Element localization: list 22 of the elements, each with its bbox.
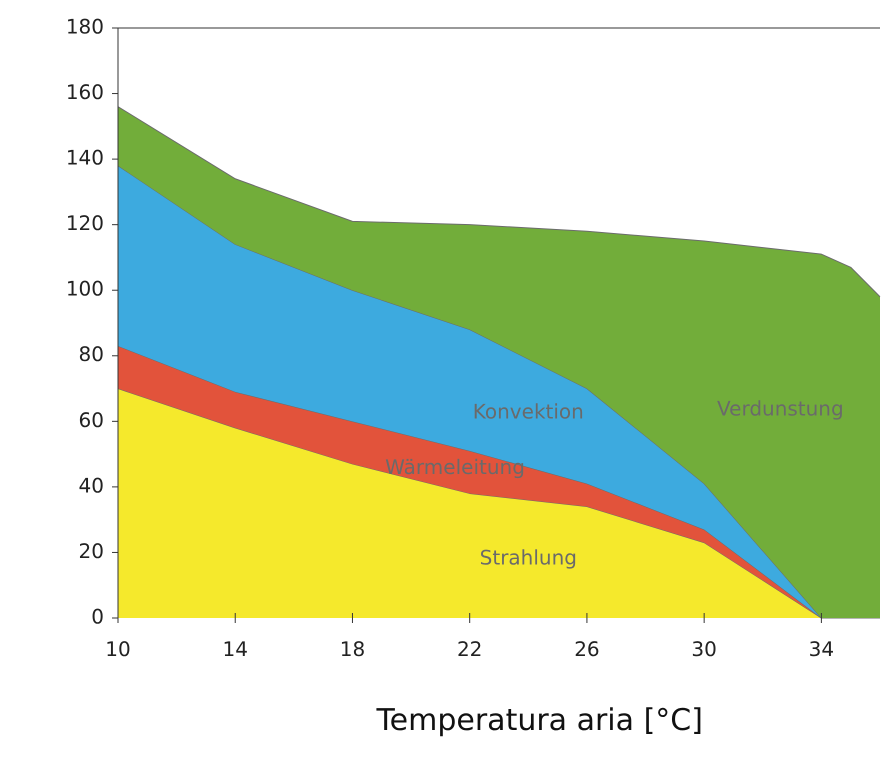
x-tick-label: 34 (808, 637, 834, 661)
y-tick-label: 120 (66, 211, 104, 236)
y-tick-label: 140 (66, 146, 104, 170)
y-tick-label: 40 (78, 473, 104, 498)
series-label: Wärmeleitung (385, 454, 525, 479)
series-label: Strahlung (480, 545, 577, 570)
x-tick-label: 14 (222, 637, 248, 661)
x-axis-title: Temperatura aria [°C] (375, 703, 703, 738)
series-label: Verdunstung (717, 396, 844, 421)
x-tick-label: 22 (456, 637, 482, 661)
y-tick-label: 60 (78, 408, 104, 432)
x-tick-label: 10 (105, 637, 131, 661)
y-tick-label: 0 (91, 604, 104, 628)
y-tick-label: 160 (66, 80, 104, 104)
x-tick-label: 30 (691, 637, 717, 661)
series-label: Konvektion (472, 400, 584, 424)
y-tick-label: 100 (66, 276, 104, 301)
x-tick-label: 26 (574, 637, 600, 661)
y-tick-label: 180 (66, 14, 104, 38)
y-tick-label: 20 (78, 538, 104, 563)
x-tick-label: 18 (340, 637, 366, 661)
y-tick-label: 80 (78, 342, 104, 366)
